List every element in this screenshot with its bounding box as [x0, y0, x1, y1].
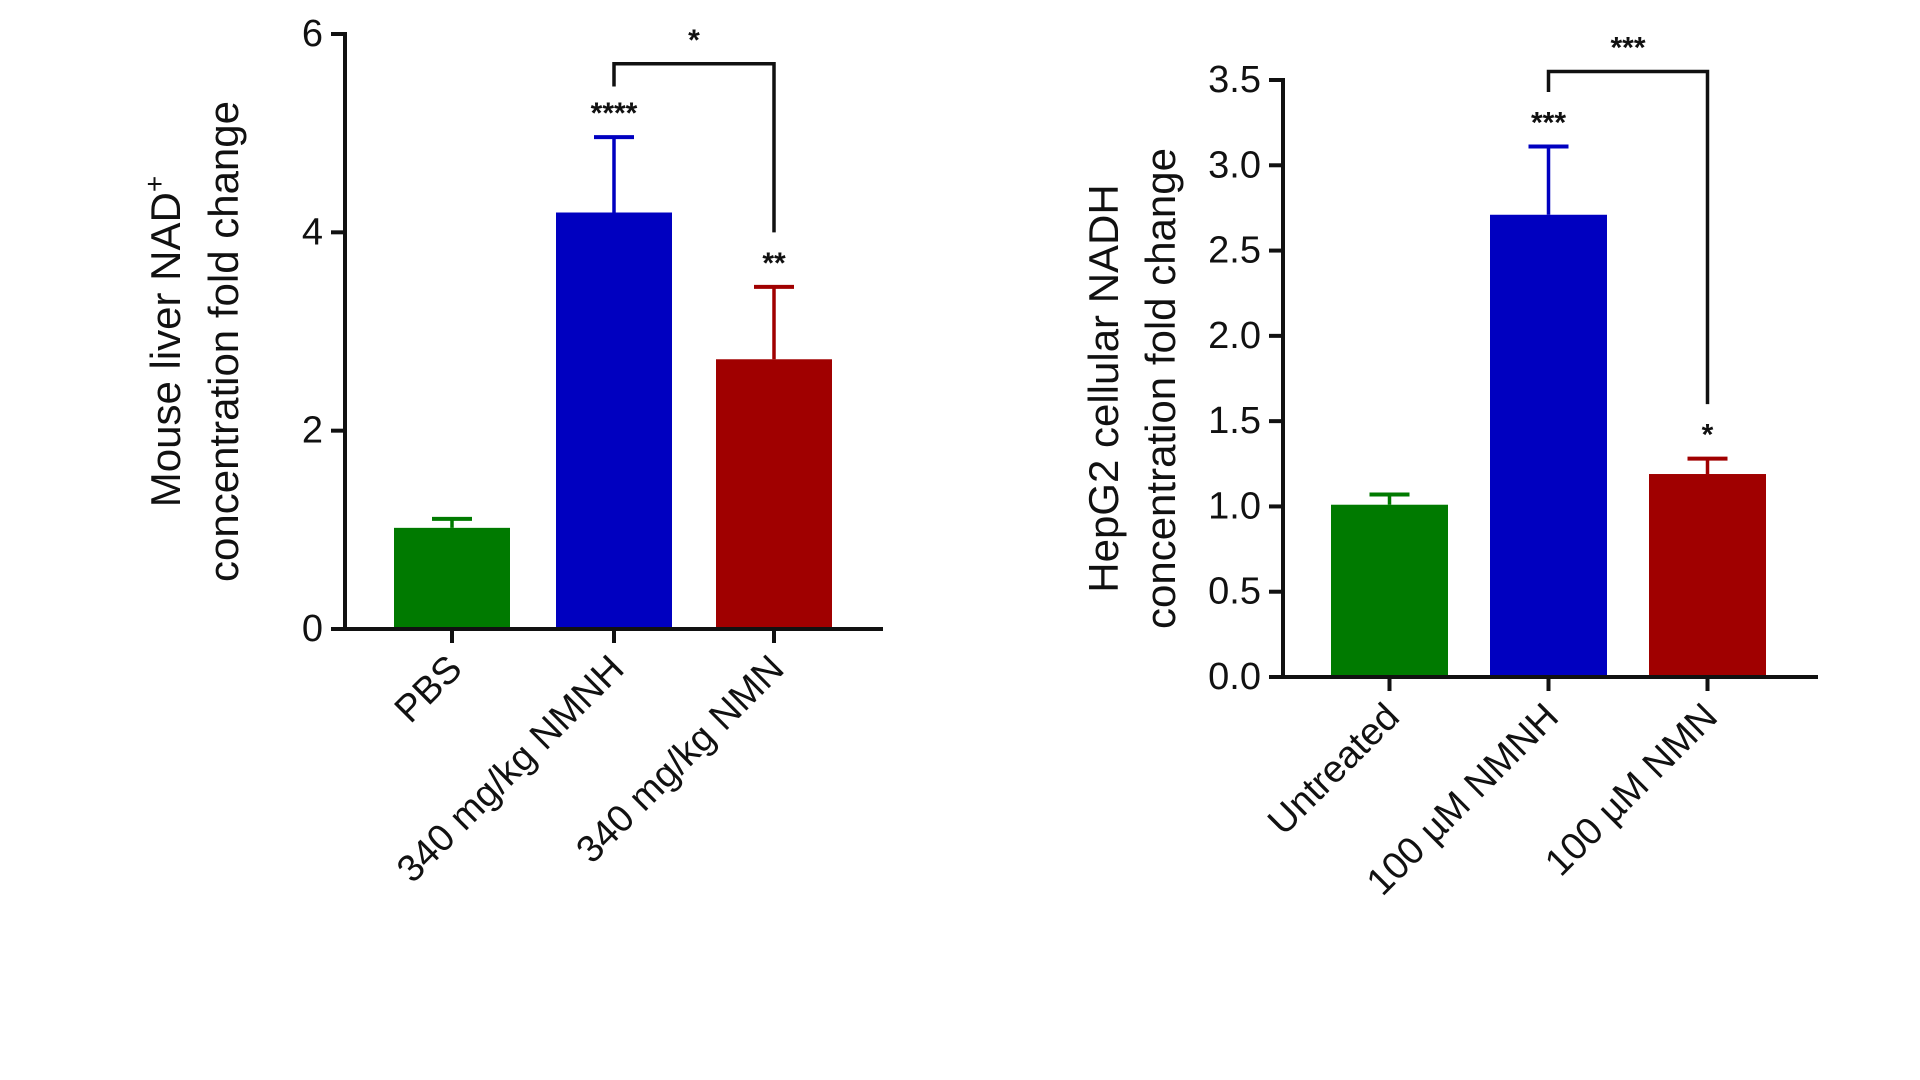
y-axis-title-line1: HepG2 cellular NADH	[1080, 184, 1127, 592]
bracket-significance-label: *	[688, 24, 700, 57]
y-axis-title-line2: concentration fold change	[200, 101, 247, 582]
y-axis-title-line2: concentration fold change	[1137, 148, 1184, 629]
y-axis-title-superscript: +	[139, 176, 170, 192]
y-tick-label-6: 2.5	[1208, 230, 1261, 272]
y-tick-label-4: 1.5	[1208, 400, 1261, 442]
bar-3	[716, 359, 832, 629]
chart-panel-2: Untreated***100 µM NMNH*100 µM NMN0.00.5…	[1080, 31, 1818, 904]
y-tick-label-1: 0	[302, 608, 323, 650]
y-tick-label-7: 3.0	[1208, 144, 1261, 186]
comparison-bracket	[612, 62, 776, 233]
significance-label-3: **	[762, 247, 786, 280]
y-axis-title-line1: Mouse liver NAD+	[139, 176, 189, 507]
y-tick-label-4: 6	[302, 13, 323, 55]
bar-1	[1331, 504, 1448, 677]
significance-label-2: ***	[1531, 107, 1566, 140]
bar-2	[1490, 214, 1607, 677]
y-tick-label-5: 2.0	[1208, 315, 1261, 357]
bar-3	[1649, 474, 1766, 677]
comparison-bracket	[1546, 69, 1710, 405]
y-tick-label-2: 2	[302, 410, 323, 452]
chart-panel-1: PBS****340 mg/kg NMNH**340 mg/kg NMN0246…	[139, 13, 883, 891]
x-tick-label-1: PBS	[387, 648, 470, 731]
bar-1	[394, 527, 510, 629]
y-tick-label-2: 0.5	[1208, 571, 1261, 613]
significance-label-3: *	[1702, 419, 1714, 452]
y-tick-label-1: 0.0	[1208, 656, 1261, 698]
y-tick-label-3: 1.0	[1208, 485, 1261, 527]
x-tick-label-1: Untreated	[1260, 696, 1408, 844]
bracket-significance-label: ***	[1610, 31, 1645, 64]
y-tick-label-3: 4	[302, 211, 323, 253]
x-tick-label-3: 100 µM NMN	[1537, 696, 1726, 885]
y-tick-label-8: 3.5	[1208, 59, 1261, 101]
significance-label-2: ****	[591, 97, 638, 130]
bar-2	[556, 212, 672, 629]
